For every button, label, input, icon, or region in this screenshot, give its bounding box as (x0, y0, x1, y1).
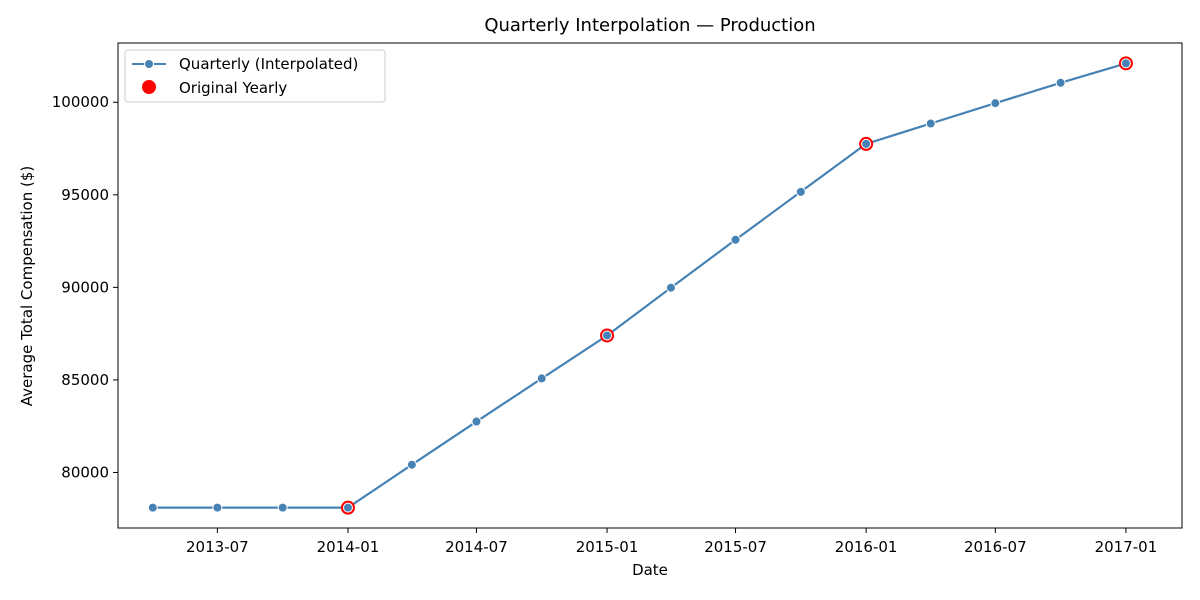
quarterly-point (536, 373, 547, 384)
plot-area (118, 43, 1182, 528)
x-tick-label: 2014-01 (317, 538, 380, 556)
quarterly-point (471, 416, 482, 427)
legend-label-yearly: Original Yearly (179, 79, 287, 97)
x-tick-label: 2015-07 (704, 538, 767, 556)
y-tick-label: 80000 (61, 463, 109, 481)
x-tick-label: 2017-01 (1095, 538, 1158, 556)
y-tick-label: 95000 (61, 186, 109, 204)
legend-scatter-marker (142, 80, 156, 94)
legend-box (124, 49, 386, 103)
quarterly-point (861, 138, 872, 149)
quarterly-point (665, 282, 676, 293)
y-tick-label: 90000 (61, 278, 109, 296)
legend-line-marker (144, 59, 154, 69)
quarterly-point (1055, 77, 1066, 88)
legend-label-quarterly: Quarterly (Interpolated) (179, 55, 358, 73)
chart-title: Quarterly Interpolation — Production (484, 15, 815, 36)
x-tick-label: 2014-07 (445, 538, 508, 556)
x-tick-label: 2016-07 (964, 538, 1027, 556)
x-axis: 2013-07 2014-01 2014-07 2015-01 2015-07 2016-… (186, 528, 1157, 556)
plot-frame (117, 42, 1183, 529)
quarterly-point (1120, 58, 1131, 69)
quarterly-point (925, 118, 936, 129)
x-axis-label: Date (632, 561, 668, 579)
quarterly-point (990, 98, 1001, 109)
x-tick-label: 2016-01 (835, 538, 898, 556)
quarterly-point (277, 502, 288, 513)
quarterly-point (730, 234, 741, 245)
quarterly-point (342, 502, 353, 513)
legend: Quarterly (Interpolated) Original Yearly (124, 49, 386, 103)
y-axis: 80000 85000 90000 95000 100000 (52, 93, 118, 481)
y-axis-label: Average Total Compensation ($) (18, 166, 36, 406)
quarterly-point (147, 502, 158, 513)
x-tick-label: 2013-07 (186, 538, 249, 556)
quarterly-point (795, 186, 806, 197)
series-layer (147, 56, 1133, 515)
y-tick-label: 100000 (52, 93, 109, 111)
quarterly-point (406, 459, 417, 470)
series-line-quarterly (152, 62, 1127, 509)
y-tick-label: 85000 (61, 371, 109, 389)
quarterly-point (602, 330, 613, 341)
x-tick-label: 2015-01 (576, 538, 639, 556)
quarterly-point (212, 502, 223, 513)
